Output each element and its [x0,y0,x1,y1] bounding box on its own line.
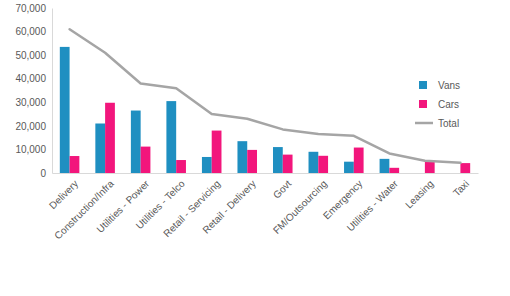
bar [70,156,80,173]
x-tick-label: Delivery [47,178,80,211]
x-tick: Taxi [451,173,471,198]
bar [425,161,435,173]
x-axis-line [53,173,479,174]
y-tick: 70,000 [15,3,52,14]
legend: Vans Cars Total [415,80,460,129]
x-tick-label: Retail - Delivery [200,178,258,236]
y-tick: 60,000 [15,26,52,37]
line [70,29,461,163]
x-tick-label: Taxi [451,178,471,198]
x-tick-label: Leasing [403,178,436,211]
x-axis: DeliveryConstruction/InfraUtilities - Po… [47,173,479,242]
x-tick-label: Govt [271,178,294,201]
legend-item: Vans [419,80,460,91]
bar [309,152,319,173]
y-axis: 0 10,000 20,000 30,000 40,000 50,000 60,000 70,… [15,3,52,179]
bar [95,124,105,174]
plot: 0 10,000 20,000 30,000 40,000 50,000 60,000 70,… [15,3,478,242]
y-tick-label: 70,000 [15,3,46,14]
bar [380,159,390,173]
bar [415,173,425,174]
y-tick-label: 40,000 [15,73,46,84]
x-tick-label: Construction/Infra [52,178,116,242]
bar [354,148,364,173]
legend-swatch [415,122,433,125]
legend-label: Vans [438,80,460,91]
y-tick: 10,000 [15,144,52,155]
bar [273,147,283,173]
bar [105,103,115,173]
y-tick-label: 50,000 [15,50,46,61]
y-axis-line [52,9,53,174]
legend-label: Cars [438,99,459,110]
x-tick: Utilities - Water [345,173,401,233]
y-tick-label: 60,000 [15,26,46,37]
legend-item: Total [415,118,459,129]
bar [176,160,186,173]
marks [60,29,470,173]
x-tick-label: FM/Outsourcing [271,178,329,236]
bar [166,101,176,173]
x-tick: Leasing [403,173,436,210]
x-tick: Govt [271,173,294,201]
legend-swatch [419,100,427,108]
y-tick: 50,000 [15,50,52,61]
bar [60,47,70,173]
x-tick-label: Utilities - Water [345,177,401,233]
y-tick: 0 [40,168,52,179]
y-tick: 40,000 [15,73,52,84]
bar [247,150,257,173]
bar [202,157,212,173]
y-tick-label: 20,000 [15,121,46,132]
x-tick: FM/Outsourcing [271,173,329,236]
bar [237,141,247,173]
bar [318,156,328,173]
y-tick-label: 0 [40,168,46,179]
chart: 0 10,000 20,000 30,000 40,000 50,000 60,000 70,… [0,0,510,296]
bar [389,168,399,173]
bar-series [60,47,390,173]
y-tick: 20,000 [15,121,52,132]
bar [212,131,222,173]
legend-item: Cars [419,99,459,110]
x-tick: Delivery [47,173,80,211]
bar-series [70,103,471,173]
y-tick: 30,000 [15,97,52,108]
y-tick-label: 30,000 [15,97,46,108]
bar [460,163,470,173]
bar [344,162,354,173]
bar [141,147,151,173]
bar [131,111,141,173]
bar [451,173,461,174]
bar [283,155,293,173]
x-tick: Construction/Infra [52,173,116,242]
x-tick: Retail - Delivery [200,173,258,236]
legend-swatch [419,81,427,89]
y-tick-label: 10,000 [15,144,46,155]
legend-label: Total [438,118,459,129]
